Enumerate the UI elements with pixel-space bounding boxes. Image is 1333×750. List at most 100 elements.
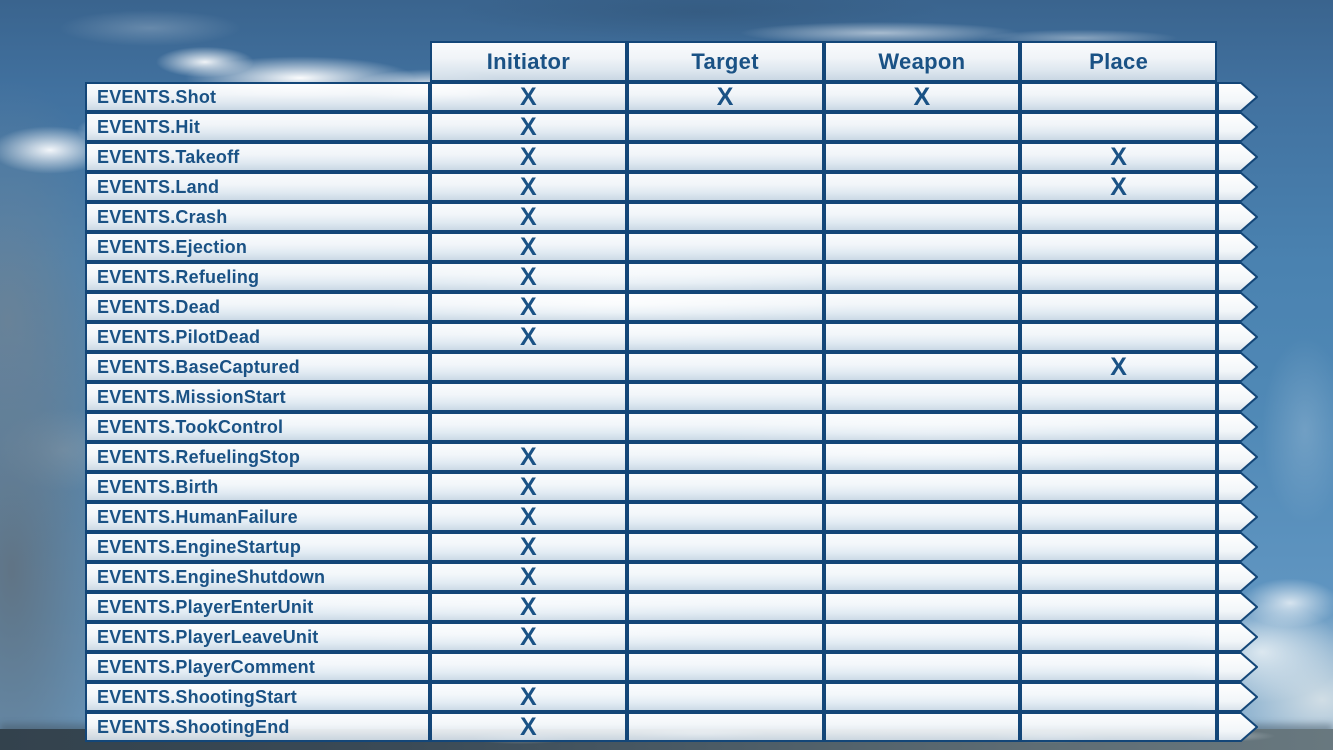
row-arrow <box>1217 592 1258 622</box>
mark-cell-place <box>1020 382 1217 412</box>
row-arrow <box>1217 82 1258 112</box>
mark-cell-target <box>626 352 824 382</box>
mark-cell-weapon <box>823 112 1021 142</box>
mark-cell-target <box>626 502 824 532</box>
mark-cell-target <box>626 322 824 352</box>
mark-cell-target <box>626 622 824 652</box>
mark-cell-place <box>1020 652 1217 682</box>
event-name-cell: EVENTS.Birth <box>85 472 430 502</box>
row-arrow <box>1217 202 1258 232</box>
table-header-row: Initiator Target Weapon Place <box>430 41 1217 82</box>
mark-cell-place <box>1020 502 1217 532</box>
table-row: EVENTS.ShootingStart X <box>85 682 1258 712</box>
mark-cell-initiator: X <box>430 322 627 352</box>
column-header-place: Place <box>1020 41 1217 82</box>
row-arrow-icon <box>1217 532 1258 562</box>
mark-cell-initiator: X <box>430 562 627 592</box>
event-name-cell: EVENTS.EngineStartup <box>85 532 430 562</box>
event-name-cell: EVENTS.Ejection <box>85 232 430 262</box>
mark-cell-place <box>1020 682 1217 712</box>
mark-cell-target <box>626 562 824 592</box>
mark-cell-place <box>1020 472 1217 502</box>
mark-cell-place <box>1020 562 1217 592</box>
mark-cell-place <box>1020 292 1217 322</box>
table-row: EVENTS.Hit X <box>85 112 1258 142</box>
mark-cell-initiator: X <box>430 142 627 172</box>
table-row: EVENTS.MissionStart <box>85 382 1258 412</box>
mark-cell-initiator: X <box>430 622 627 652</box>
mark-cell-weapon <box>823 592 1021 622</box>
event-name-cell: EVENTS.Refueling <box>85 262 430 292</box>
mark-cell-initiator: X <box>430 712 627 742</box>
event-name-cell: EVENTS.MissionStart <box>85 382 430 412</box>
mark-cell-weapon <box>823 442 1021 472</box>
mark-cell-initiator: X <box>430 592 627 622</box>
table-body: EVENTS.Shot X X X EVENTS.Hit X EVENTS.Takeoff X… <box>85 82 1258 742</box>
mark-cell-initiator <box>430 352 627 382</box>
row-arrow <box>1217 532 1258 562</box>
event-name-cell: EVENTS.EngineShutdown <box>85 562 430 592</box>
row-arrow <box>1217 352 1258 382</box>
mark-cell-target <box>626 232 824 262</box>
row-arrow <box>1217 442 1258 472</box>
mark-cell-weapon <box>823 322 1021 352</box>
mark-cell-target <box>626 532 824 562</box>
table-row: EVENTS.BaseCaptured X <box>85 352 1258 382</box>
row-arrow-icon <box>1217 112 1258 142</box>
mark-cell-initiator: X <box>430 262 627 292</box>
table-row: EVENTS.ShootingEnd X <box>85 712 1258 742</box>
table-row: EVENTS.Birth X <box>85 472 1258 502</box>
event-name-cell: EVENTS.Takeoff <box>85 142 430 172</box>
column-header-weapon: Weapon <box>823 41 1021 82</box>
event-name-cell: EVENTS.ShootingStart <box>85 682 430 712</box>
row-arrow-icon <box>1217 442 1258 472</box>
column-header-initiator: Initiator <box>430 41 627 82</box>
event-name-cell: EVENTS.ShootingEnd <box>85 712 430 742</box>
mark-cell-initiator: X <box>430 532 627 562</box>
mark-cell-target <box>626 172 824 202</box>
row-arrow <box>1217 172 1258 202</box>
row-arrow-icon <box>1217 622 1258 652</box>
event-name-cell: EVENTS.Crash <box>85 202 430 232</box>
event-name-cell: EVENTS.PlayerComment <box>85 652 430 682</box>
row-arrow <box>1217 472 1258 502</box>
row-arrow <box>1217 142 1258 172</box>
table-row: EVENTS.PlayerComment <box>85 652 1258 682</box>
row-arrow-icon <box>1217 322 1258 352</box>
mark-cell-weapon <box>823 652 1021 682</box>
mark-cell-place <box>1020 532 1217 562</box>
mark-cell-target <box>626 472 824 502</box>
column-header-label: Target <box>691 48 759 74</box>
column-header-target: Target <box>626 41 824 82</box>
table-row: EVENTS.RefuelingStop X <box>85 442 1258 472</box>
row-arrow-icon <box>1217 562 1258 592</box>
mark-cell-initiator: X <box>430 442 627 472</box>
mark-cell-place <box>1020 232 1217 262</box>
mark-cell-initiator: X <box>430 172 627 202</box>
mark-cell-place <box>1020 412 1217 442</box>
row-arrow-icon <box>1217 712 1258 742</box>
table-row: EVENTS.PlayerLeaveUnit X <box>85 622 1258 652</box>
mark-cell-weapon <box>823 532 1021 562</box>
mark-cell-place <box>1020 202 1217 232</box>
mark-cell-initiator: X <box>430 232 627 262</box>
table-row: EVENTS.EngineShutdown X <box>85 562 1258 592</box>
mark-cell-place <box>1020 82 1217 112</box>
table-row: EVENTS.Dead X <box>85 292 1258 322</box>
row-arrow-icon <box>1217 172 1258 202</box>
mark-cell-place: X <box>1020 352 1217 382</box>
table-row: EVENTS.Crash X <box>85 202 1258 232</box>
mark-cell-initiator: X <box>430 502 627 532</box>
table-row: EVENTS.Ejection X <box>85 232 1258 262</box>
row-arrow <box>1217 112 1258 142</box>
row-arrow-icon <box>1217 352 1258 382</box>
mark-cell-weapon <box>823 232 1021 262</box>
mark-cell-initiator: X <box>430 82 627 112</box>
mark-cell-weapon <box>823 502 1021 532</box>
mark-cell-target <box>626 442 824 472</box>
mark-cell-target <box>626 412 824 442</box>
row-arrow <box>1217 622 1258 652</box>
row-arrow <box>1217 562 1258 592</box>
mark-cell-target: X <box>626 82 824 112</box>
